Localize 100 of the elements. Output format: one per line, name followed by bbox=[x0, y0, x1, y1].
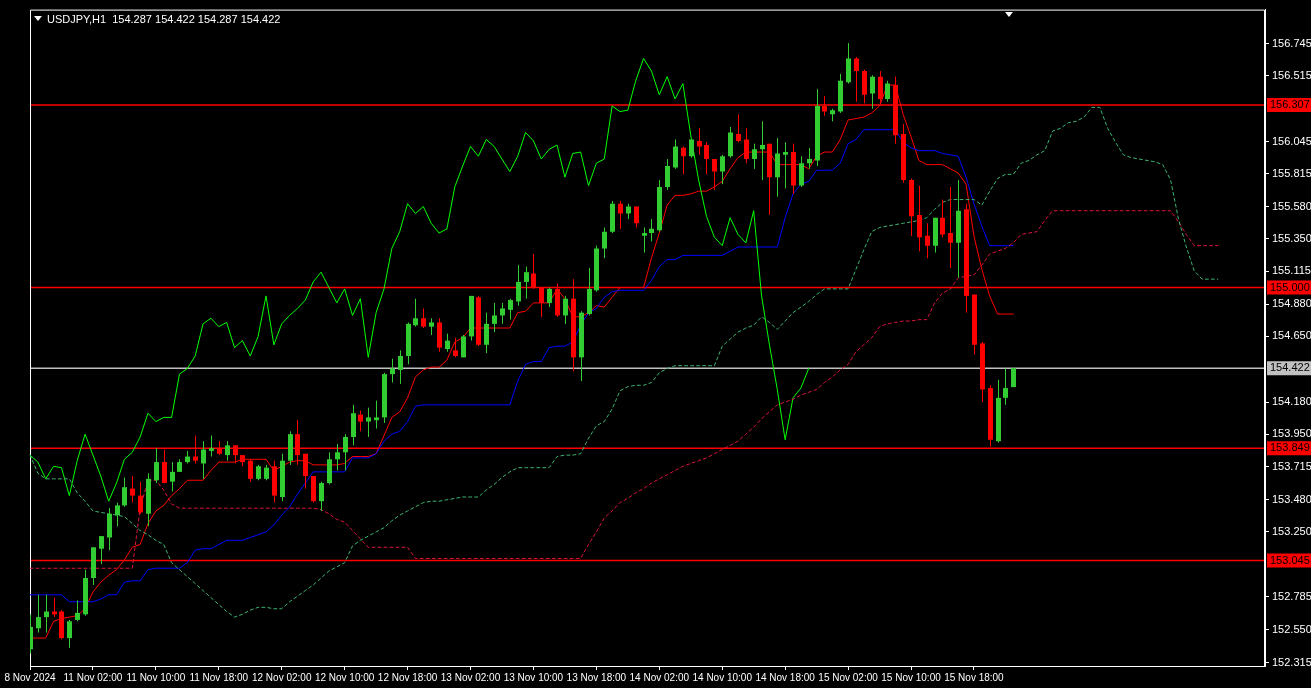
y-tick-label: 153.480 bbox=[1272, 492, 1311, 505]
y-tick-label: 155.580 bbox=[1272, 199, 1311, 212]
candlestick bbox=[115, 502, 120, 527]
y-tick-label: 155.115 bbox=[1272, 264, 1311, 277]
candlestick bbox=[75, 599, 80, 622]
candlestick bbox=[728, 126, 733, 159]
candlestick bbox=[508, 298, 513, 321]
candlestick bbox=[453, 337, 458, 358]
x-tick-label: 14 Nov 18:00 bbox=[755, 671, 816, 683]
candlestick bbox=[335, 443, 340, 471]
y-tick-label: 156.045 bbox=[1272, 134, 1311, 147]
candlestick bbox=[343, 433, 348, 471]
candlestick bbox=[846, 42, 851, 85]
candlestick bbox=[366, 407, 371, 438]
candlestick bbox=[602, 226, 607, 259]
candlestick bbox=[712, 158, 717, 191]
chart-title: USDJPY,H1 154.287 154.422 154.287 154.422 bbox=[47, 12, 281, 25]
candlestick bbox=[421, 307, 426, 329]
candlestick bbox=[870, 74, 875, 110]
x-tick-label: 12 Nov 10:00 bbox=[314, 671, 375, 683]
candlestick bbox=[673, 138, 678, 170]
x-tick-label: 13 Nov 18:00 bbox=[566, 671, 627, 683]
candlestick bbox=[940, 199, 945, 238]
y-tick-label: 156.515 bbox=[1272, 68, 1311, 81]
candlestick bbox=[649, 218, 654, 242]
y-tick-label: 154.650 bbox=[1272, 329, 1311, 342]
candlestick bbox=[736, 113, 741, 143]
x-tick-label: 11 Nov 18:00 bbox=[189, 671, 249, 683]
x-tick-label: 15 Nov 02:00 bbox=[818, 671, 879, 683]
candlestick bbox=[130, 475, 135, 504]
candlestick bbox=[524, 266, 529, 300]
candlestick bbox=[563, 295, 568, 325]
x-tick-label: 15 Nov 10:00 bbox=[881, 671, 942, 683]
candlestick bbox=[445, 333, 450, 353]
y-tick-label: 156.745 bbox=[1272, 36, 1311, 49]
candlestick bbox=[398, 349, 403, 385]
candlestick bbox=[374, 400, 379, 430]
candlestick bbox=[885, 80, 890, 103]
candlestick bbox=[67, 619, 72, 649]
y-tick-label: 153.250 bbox=[1272, 524, 1311, 537]
candlestick bbox=[351, 404, 356, 446]
candlestick bbox=[925, 222, 930, 259]
ref-line-label: 153.849 bbox=[1270, 441, 1310, 454]
x-tick-label: 14 Nov 10:00 bbox=[692, 671, 753, 683]
candlestick bbox=[516, 264, 521, 307]
y-tick-label: 152.550 bbox=[1272, 622, 1311, 635]
candlestick bbox=[303, 453, 308, 490]
candlestick bbox=[689, 138, 694, 159]
y-tick-label: 152.785 bbox=[1272, 589, 1311, 602]
candlestick bbox=[225, 440, 230, 462]
y-tick-label: 154.180 bbox=[1272, 395, 1311, 408]
candlestick bbox=[642, 226, 647, 254]
x-tick-label: 15 Nov 18:00 bbox=[944, 671, 1005, 683]
candlestick bbox=[665, 158, 670, 191]
candlestick bbox=[1003, 368, 1008, 406]
candlestick bbox=[201, 440, 206, 480]
line-series bbox=[29, 210, 1219, 569]
x-tick-label: 13 Nov 02:00 bbox=[440, 671, 501, 683]
candlestick bbox=[917, 185, 922, 252]
candlestick bbox=[170, 461, 175, 492]
candlestick bbox=[138, 481, 143, 515]
x-tick-label: 13 Nov 10:00 bbox=[503, 671, 564, 683]
candlestick bbox=[681, 145, 686, 175]
x-tick-label: 12 Nov 02:00 bbox=[251, 671, 312, 683]
x-tick-label: 14 Nov 02:00 bbox=[629, 671, 690, 683]
y-tick-label: 153.715 bbox=[1272, 460, 1311, 473]
candlestick bbox=[500, 302, 505, 325]
candlestick bbox=[154, 447, 159, 484]
ref-line-label: 154.422 bbox=[1270, 361, 1310, 374]
candlestick bbox=[122, 476, 127, 508]
candlestick bbox=[854, 56, 859, 103]
candlestick bbox=[492, 302, 497, 333]
ref-line-label: 156.307 bbox=[1270, 98, 1310, 111]
candlestick bbox=[484, 312, 489, 354]
candlestick bbox=[209, 435, 214, 458]
y-tick-label: 155.350 bbox=[1272, 231, 1311, 244]
candlestick bbox=[760, 120, 765, 181]
candlestick bbox=[319, 481, 324, 512]
candlestick bbox=[327, 451, 332, 485]
candlestick bbox=[948, 186, 953, 269]
x-tick-label: 8 Nov 2024 bbox=[4, 671, 57, 683]
candlestick bbox=[704, 141, 709, 175]
y-tick-label: 152.315 bbox=[1272, 655, 1311, 668]
y-tick-label: 154.880 bbox=[1272, 297, 1311, 310]
candlestick bbox=[752, 143, 757, 170]
candlestick bbox=[248, 458, 253, 483]
candlestick bbox=[807, 147, 812, 170]
x-tick-label: 11 Nov 02:00 bbox=[63, 671, 123, 683]
candlestick bbox=[783, 141, 788, 189]
candlestick bbox=[547, 287, 552, 308]
candlestick bbox=[36, 594, 41, 633]
x-tick-label: 11 Nov 10:00 bbox=[126, 671, 186, 683]
candlestick bbox=[799, 155, 804, 188]
ref-line-label: 155.000 bbox=[1270, 280, 1310, 293]
candlestick bbox=[744, 127, 749, 164]
candlestick bbox=[618, 200, 623, 230]
candlestick bbox=[99, 535, 104, 565]
line-series bbox=[29, 106, 1219, 618]
candlestick bbox=[107, 507, 112, 551]
ref-line-label: 153.045 bbox=[1270, 553, 1310, 566]
